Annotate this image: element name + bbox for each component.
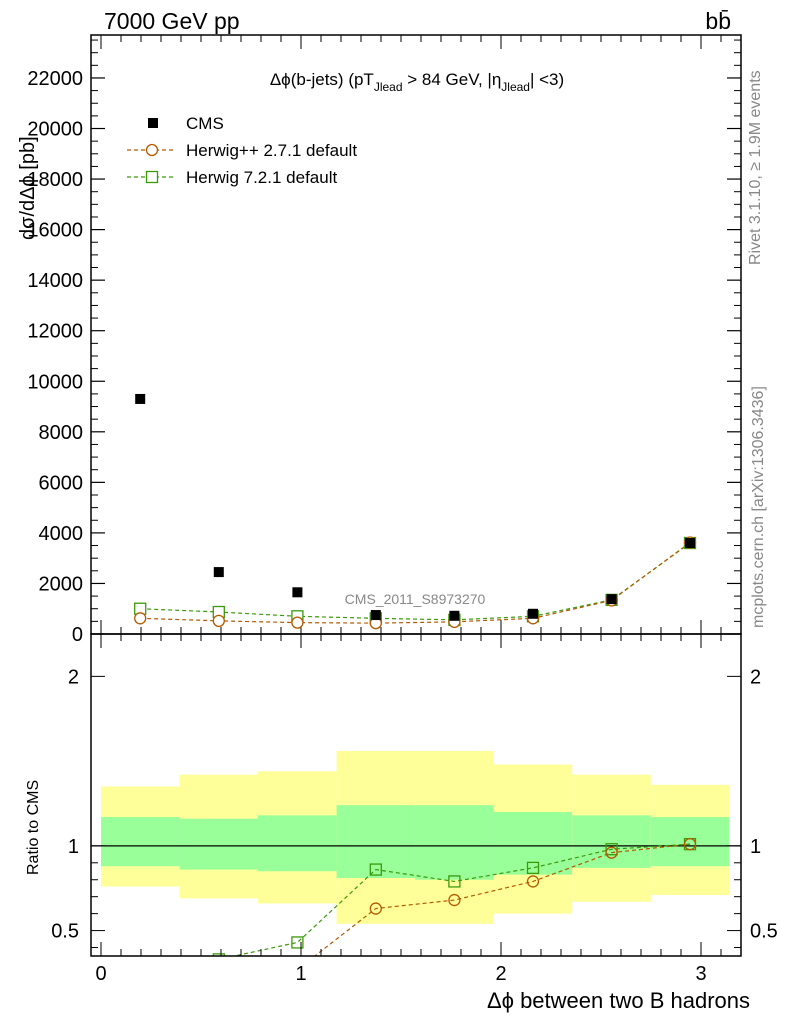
main-y-tick-labels: 0 2000 4000 6000 8000 10000 12000 14000 16000 180… <box>27 68 83 646</box>
main-line-herwig7 <box>140 542 691 621</box>
main-y-tick-label: 2000 <box>39 573 84 595</box>
ratio-uncertainty-bands <box>101 750 730 924</box>
main-point-cms <box>135 393 146 404</box>
main-point-herwigpp <box>291 616 304 629</box>
ratio-y-axis-label: Ratio to CMS <box>25 780 42 875</box>
legend-entry-cms: CMS <box>148 114 224 133</box>
x-tick-label: 3 <box>695 963 706 985</box>
legend-label-herwig7: Herwig 7.2.1 default <box>186 168 337 187</box>
legend-entry-herwigpp: Herwig++ 2.7.1 default <box>127 141 357 160</box>
ratio-point-herwigpp <box>683 837 697 851</box>
ratio-panel: 0.5 0.5 1 1 2 2 0 1 2 3 Ratio to CMS Δϕ between … <box>25 633 778 1013</box>
legend-marker-cms <box>148 118 158 128</box>
main-point-cms <box>685 538 695 549</box>
main-point-herwigpp <box>134 612 147 625</box>
main-point-cms <box>449 610 460 621</box>
main-panel: 0 2000 4000 6000 8000 10000 12000 14000 16000 180… <box>17 34 742 646</box>
x-axis-label: Δϕ between two B hadrons <box>487 988 750 1013</box>
title-dphi: Δϕ <box>270 70 291 89</box>
main-point-cms <box>292 587 303 598</box>
main-point-cms <box>213 567 224 578</box>
ratio-y-tick-label: 1 <box>68 836 79 858</box>
ratio-point-herwigpp <box>526 875 540 888</box>
ratio-y-tick-label-right: 0.5 <box>750 921 778 943</box>
main-point-cms <box>606 594 617 605</box>
main-y-tick-label: 20000 <box>27 119 83 141</box>
title-jlead-2: Jlead <box>501 80 530 94</box>
ratio-line-herwig7 <box>231 843 691 956</box>
rivet-version-text: Rivet 3.1.10, ≥ 1.9M events <box>747 70 764 265</box>
ratio-line-herwigpp <box>313 843 691 956</box>
ratio-series <box>135 837 697 1010</box>
ratio-band-inner <box>179 818 258 870</box>
ratio-point-herwigpp <box>369 902 382 915</box>
title-bjets: (b-jets) (pT <box>291 70 374 89</box>
ratio-point-herwigpp <box>213 974 224 985</box>
ratio-axis-ticks <box>91 634 742 956</box>
main-point-cms <box>370 610 381 621</box>
main-y-axis-label: dσ/dΔϕ [pb] <box>17 136 39 240</box>
ratio-band-inner <box>650 817 730 867</box>
legend-entry-herwig7: Herwig 7.2.1 default <box>127 168 337 187</box>
ratio-band-inner <box>101 817 180 867</box>
ratio-point-herwig7 <box>448 875 461 888</box>
ratio-point-herwig7 <box>291 936 304 949</box>
ratio-y-tick-labels: 0.5 0.5 1 1 2 2 <box>51 666 778 942</box>
title-end: | <3) <box>530 70 564 89</box>
main-point-cms <box>528 608 538 619</box>
main-y-tick-label: 4000 <box>39 523 84 545</box>
legend-marker-herwigpp <box>145 143 159 157</box>
ratio-point-herwig7 <box>212 953 225 956</box>
ratio-point-herwigpp <box>135 999 146 1010</box>
process-label: bb̄ <box>705 8 731 34</box>
ratio-y-tick-label-right: 2 <box>750 666 761 688</box>
main-point-herwigpp <box>212 614 225 628</box>
ratio-point-herwig7 <box>135 989 146 1000</box>
legend-label-herwigpp: Herwig++ 2.7.1 default <box>186 141 357 160</box>
x-tick-label: 2 <box>495 963 506 985</box>
x-tick-label: 0 <box>95 963 106 985</box>
ratio-band-inner <box>572 815 651 868</box>
ratio-band-inner <box>493 811 573 875</box>
main-y-tick-label: 14000 <box>27 270 83 292</box>
legend: CMS Herwig++ 2.7.1 default Herwig 7.2.1 … <box>127 114 357 187</box>
main-y-tick-label: 22000 <box>27 68 83 90</box>
ratio-point-herwigpp <box>605 846 618 859</box>
main-y-tick-label: 16000 <box>27 220 83 242</box>
main-line-herwigpp <box>140 542 691 624</box>
ratio-band-inner <box>258 815 337 872</box>
ratio-band-inner <box>336 805 416 879</box>
mcplots-source-text: mcplots.cern.ch [arXiv:1306.3436] <box>750 386 767 628</box>
ratio-point-herwig7 <box>605 843 618 856</box>
ratio-x-tick-labels: 0 1 2 3 <box>95 963 706 985</box>
main-y-tick-label: 10000 <box>27 371 83 393</box>
title-mid: > 84 GeV, |η <box>403 70 502 89</box>
x-tick-label: 1 <box>295 963 306 985</box>
title-jlead-1: Jlead <box>374 80 403 94</box>
main-y-tick-label: 8000 <box>39 422 84 444</box>
main-y-tick-label: 18000 <box>27 169 83 191</box>
main-y-tick-label: 12000 <box>27 321 83 343</box>
ratio-band-inner <box>415 805 494 880</box>
ratio-point-herwig7 <box>369 863 382 876</box>
ratio-point-herwig7 <box>526 861 540 875</box>
ratio-y-tick-label: 0.5 <box>51 921 79 943</box>
legend-marker-herwig7 <box>145 170 159 184</box>
main-y-tick-label: 6000 <box>39 472 84 494</box>
watermark: CMS_2011_S8973270 <box>345 591 486 607</box>
main-y-tick-label: 0 <box>72 624 83 646</box>
legend-label-cms: CMS <box>186 114 224 133</box>
ratio-frame <box>90 633 742 957</box>
energy-label: 7000 GeV pp <box>104 8 240 34</box>
ratio-point-herwigpp <box>448 893 461 907</box>
main-title: Δϕ(b-jets) (pTJlead > 84 GeV, |ηJlead| <… <box>270 70 564 94</box>
ratio-y-tick-label: 2 <box>68 666 79 688</box>
ratio-y-tick-label-right: 1 <box>750 836 761 858</box>
main-series <box>134 393 697 630</box>
main-axis-ticks <box>91 35 742 635</box>
